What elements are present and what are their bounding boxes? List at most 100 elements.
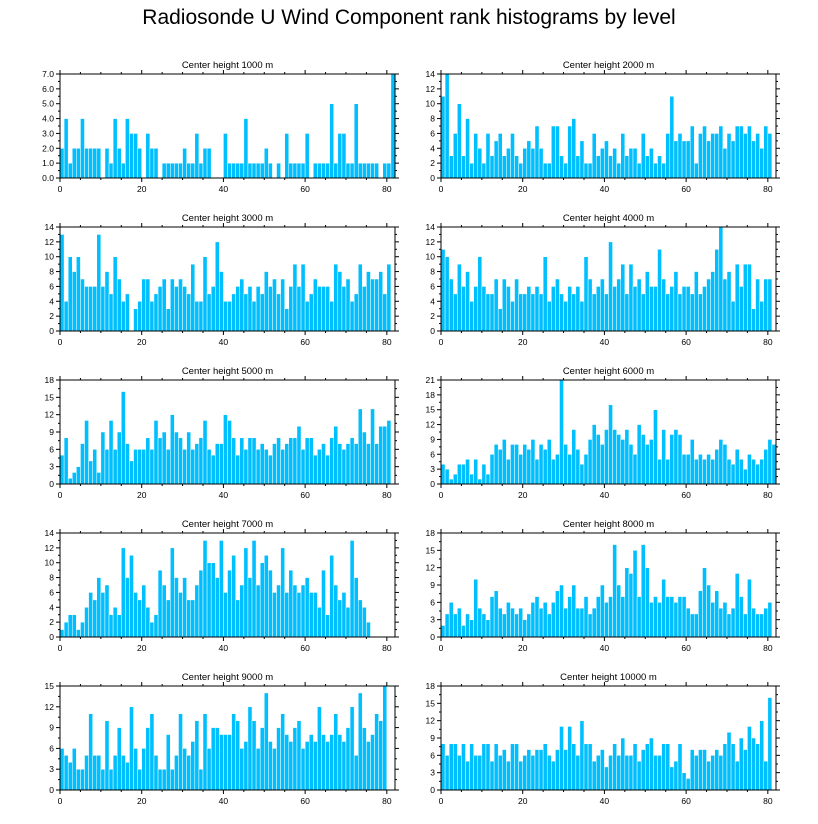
histogram-bar [161,431,167,485]
histogram-bar [522,444,528,485]
y-tick-label: 15 [426,405,436,415]
histogram-bar [239,748,245,791]
histogram-bar [174,577,179,638]
histogram-bar [722,602,728,638]
histogram-bar [514,444,519,485]
histogram-bar [227,301,232,332]
histogram-bar [116,614,122,638]
histogram-bar [292,437,298,485]
y-tick-label: 4 [430,143,435,153]
y-tick-label: 0 [430,632,435,642]
histogram-bar [92,449,98,485]
histogram-bar [157,437,163,485]
histogram-bar [575,155,581,179]
histogram-bar [636,596,642,638]
histogram-bar [526,749,532,791]
histogram-bar [612,429,617,485]
histogram-bar [632,743,638,791]
histogram-bar [321,443,326,485]
histogram-bar [502,749,507,791]
histogram-bar [108,768,114,791]
histogram-bar [730,463,736,485]
histogram-bar [620,737,626,791]
x-tick-label: 80 [382,490,392,500]
histogram-bar [587,613,593,638]
y-tick-label: 10 [45,558,55,568]
histogram-bar [121,547,126,638]
histogram-bar [80,118,85,179]
histogram-bar [296,425,302,485]
histogram-bar [665,293,671,332]
x-tick-label: 20 [137,337,147,347]
histogram-bar [170,162,175,179]
histogram-bar [210,562,216,638]
histogram-bar [542,256,548,332]
histogram-bar [386,420,392,485]
histogram-bar [698,454,703,485]
histogram-bar [92,755,98,791]
histogram-bar [510,444,515,485]
histogram-bar [685,140,691,179]
histogram-bar [239,437,245,485]
x-tick-label: 20 [137,643,147,653]
x-tick-label: 80 [763,184,773,194]
histogram-bar [362,607,367,638]
histogram-bar [362,431,367,485]
histogram-bar [325,162,330,179]
histogram-bar [247,162,253,179]
histogram-bar [743,749,748,791]
histogram-bar [116,278,122,332]
histogram-bar [239,162,245,179]
histogram-bar [595,755,601,791]
histogram-bar [272,592,277,638]
histogram-bar [374,278,379,332]
histogram-bar [353,103,359,179]
histogram-bar [80,768,85,791]
histogram-bar [694,613,699,638]
histogram-bar [571,118,577,179]
histogram-bar [137,301,142,332]
histogram-bar [280,713,285,791]
histogram-bar [710,755,715,791]
histogram-bar [624,155,630,179]
x-tick-label: 0 [58,796,63,806]
histogram-bar [681,596,687,638]
histogram-bar [583,256,589,332]
histogram-bar [296,720,302,791]
x-tick-label: 40 [600,643,610,653]
histogram-bar [702,125,707,179]
histogram-bar [493,278,499,332]
histogram-bar [125,762,130,791]
histogram-bar [579,140,585,179]
x-tick-label: 20 [518,643,528,653]
histogram-bar [497,449,503,485]
histogram-bar [337,599,343,638]
histogram-bar [502,613,507,638]
histogram-bar [92,286,98,332]
y-tick-label: 0 [49,785,54,795]
histogram-bar [657,755,662,791]
histogram-bar [706,584,711,638]
histogram-bar [632,454,638,485]
histogram-bar [341,449,347,485]
histogram-bar [457,463,462,485]
histogram-bar [59,629,65,638]
histogram-bar [112,607,118,638]
histogram-bar [465,613,470,638]
histogram-bar [763,760,769,791]
y-tick-label: 12 [45,543,55,553]
histogram-bar [288,569,294,638]
histogram-bar [345,727,351,791]
histogram-bar [759,458,764,485]
histogram-bar [341,592,347,638]
histogram-bar [469,619,474,638]
histogram-bar [194,584,200,638]
histogram-bar [104,449,110,485]
y-tick-label: 12 [45,410,55,420]
histogram-bar [518,293,523,332]
histogram-bar [440,96,446,179]
histogram-bar [243,293,249,332]
histogram-bar [510,301,515,332]
histogram-bar [632,148,638,179]
histogram-bar [247,437,253,485]
